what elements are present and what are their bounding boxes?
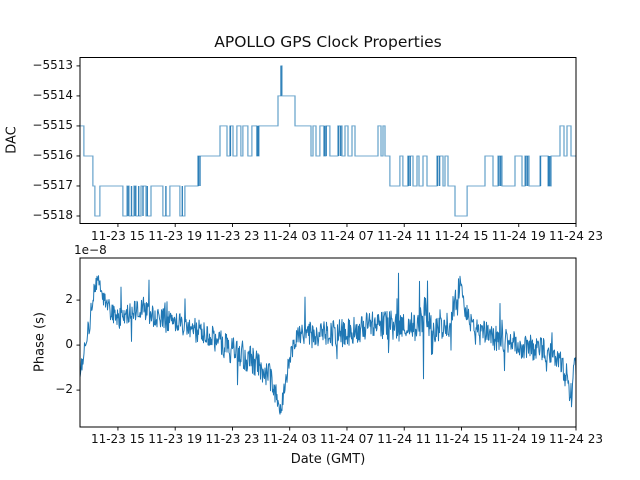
bottom-plot-y-tick-label: 0: [65, 337, 73, 352]
bottom-plot-x-tick-label: 11-23 15: [90, 432, 145, 446]
bottom-plot-y-tick-label: 2: [65, 292, 73, 307]
top-plot-y-tick-label: −5518: [32, 207, 73, 222]
top-plot-y-tick-label: −5514: [32, 87, 73, 102]
bottom-plot-x-tick-label: 11-23 19: [148, 432, 203, 446]
bottom-plot-x-tick-label: 11-24 23: [549, 432, 603, 446]
bottom-plot-x-tick-label: 11-24 11: [377, 432, 432, 446]
bottom-plot-x-tick-label: 11-24 07: [319, 432, 374, 446]
top-plot-y-tick-label: −5517: [32, 177, 73, 192]
bottom-plot-y-tick-label: −2: [55, 382, 73, 397]
top-plot-x-tick-label: 11-24 15: [434, 228, 489, 243]
x-axis-label: Date (GMT): [290, 452, 366, 467]
bottom-plot-spines: [79, 257, 577, 428]
top-plot-x-tick-label: 11-23 23: [205, 228, 260, 243]
bottom-plot-x-tick-label: 11-24 19: [491, 432, 546, 446]
top-plot-spines: [79, 57, 577, 224]
dac-dark-pulses: [127, 65, 551, 216]
top-plot-x-tick-label: 11-24 11: [377, 228, 432, 243]
top-plot-x-tick-label: 11-24 03: [262, 228, 317, 243]
top-plot-x-tick-label: 11-23 19: [148, 228, 203, 243]
top-plot-x-tick-label: 11-24 23: [549, 228, 603, 243]
bottom-plot-x-tick-label: 11-23 23: [205, 432, 260, 446]
dac-step-verticals: [83, 65, 572, 216]
chart-title: APOLLO GPS Clock Properties: [214, 33, 442, 51]
top-plot-x-tick-label: 11-24 07: [319, 228, 374, 243]
top-plot-y-tick-label: −5513: [32, 57, 73, 72]
phase-line: [80, 272, 576, 415]
top-plot-y-tick-label: −5516: [32, 147, 73, 162]
top-plot-x-tick-label: 11-24 19: [491, 228, 546, 243]
top-plot-y-tick-label: −5515: [32, 117, 73, 132]
y-offset-label: 1e−8: [74, 243, 107, 257]
dac-step-line: [80, 65, 576, 217]
bottom-plot-x-tick-label: 11-24 15: [434, 432, 489, 446]
bottom-plot-x-tick-label: 11-24 03: [262, 432, 317, 446]
top-plot-x-tick-label: 11-23 15: [90, 228, 145, 243]
